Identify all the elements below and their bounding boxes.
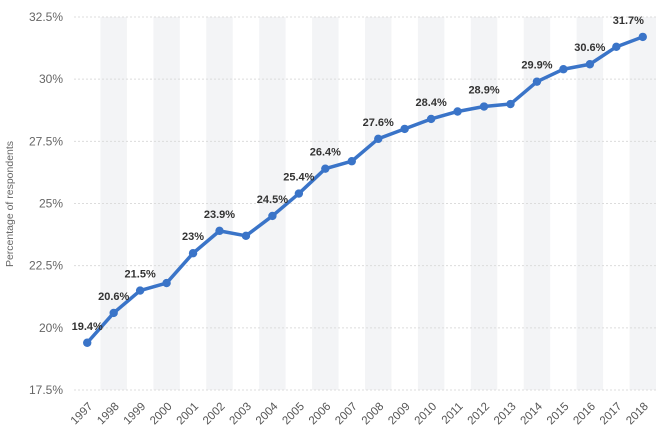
x-tick-label: 2015 <box>545 401 572 428</box>
data-point-2000[interactable] <box>162 278 171 288</box>
x-tick-label: 2006 <box>307 401 334 428</box>
x-tick-label: 2007 <box>333 401 360 428</box>
data-point-2001[interactable] <box>188 249 198 258</box>
data-label-2010: 28.4% <box>416 97 447 109</box>
x-tick-label: 2013 <box>492 401 519 428</box>
data-point-2011[interactable] <box>453 107 462 116</box>
data-point-2008[interactable] <box>374 134 383 144</box>
y-axis-label: Percentage of respondents <box>4 141 16 267</box>
data-label-2005: 25.4% <box>283 172 314 184</box>
data-point-2018[interactable] <box>638 32 647 42</box>
data-point-2017[interactable] <box>612 42 621 52</box>
x-tick-label: 2001 <box>175 401 202 428</box>
x-tick-label: 2011 <box>440 401 466 427</box>
x-tick-label: 2002 <box>201 401 228 428</box>
data-point-1999[interactable] <box>135 286 145 295</box>
data-label-1998: 20.6% <box>98 291 129 303</box>
x-tick-label: 2005 <box>280 401 307 428</box>
y-axis-ticks: 17.5% 20% 22.5% 25% 27.5% 30% 32.5% <box>29 10 63 397</box>
data-points <box>83 32 647 347</box>
series-path <box>85 35 645 345</box>
data-labels: 19.4% 20.6% 21.5% 23%23.9% 24.5% 25.4% 26.4% 27… <box>72 15 645 333</box>
data-point-2007[interactable] <box>347 157 356 166</box>
x-axis-ticks: 1997 1998 1999 2000 2001 2002 2003 2004 2005 2006… <box>69 400 651 427</box>
x-tick-label: 2008 <box>360 401 387 428</box>
x-tick-label: 1998 <box>95 401 122 428</box>
y-tick-label: 30% <box>39 72 63 86</box>
data-point-2004[interactable] <box>268 211 277 221</box>
x-tick-label: 2003 <box>227 401 254 428</box>
data-label-2012: 28.9% <box>468 85 499 97</box>
data-point-2012[interactable] <box>479 102 489 111</box>
x-tick-label: 2000 <box>148 401 175 428</box>
data-point-2013[interactable] <box>506 99 515 109</box>
data-point-2014[interactable] <box>532 77 542 86</box>
y-tick-label: 17.5% <box>29 383 63 397</box>
x-tick-label: 2017 <box>598 401 625 428</box>
y-tick-label: 25% <box>39 197 63 211</box>
data-point-2003[interactable] <box>241 231 251 241</box>
x-tick-label: 2016 <box>571 401 598 428</box>
x-tick-label: 2009 <box>386 401 413 428</box>
data-point-2010[interactable] <box>426 114 436 124</box>
x-tick-label: 1999 <box>122 401 149 428</box>
data-point-2005[interactable] <box>294 189 304 198</box>
data-label-2006: 26.4% <box>310 147 341 159</box>
data-label-1997: 19.4% <box>72 321 103 333</box>
y-tick-label: 22.5% <box>29 259 63 273</box>
data-point-2015[interactable] <box>559 65 568 74</box>
data-point-2006[interactable] <box>321 164 330 173</box>
x-tick-label: 2014 <box>518 400 545 427</box>
data-label-2002: 23.9% <box>204 209 235 221</box>
data-label-2014: 29.9% <box>521 60 552 72</box>
data-point-2002[interactable] <box>215 226 224 236</box>
data-label-2018: 31.7% <box>613 15 644 27</box>
data-point-2009[interactable] <box>400 124 409 134</box>
data-point-1998[interactable] <box>109 308 118 318</box>
x-tick-label: 2004 <box>254 400 281 427</box>
data-label-2016: 30.6% <box>574 42 605 54</box>
y-tick-label: 32.5% <box>29 10 63 24</box>
y-tick-label: 27.5% <box>29 134 63 148</box>
x-tick-label: 2012 <box>466 401 493 428</box>
x-tick-label: 1997 <box>69 401 96 428</box>
gridlines <box>74 16 656 391</box>
x-tick-label: 2010 <box>413 401 440 428</box>
data-label-2008: 27.6% <box>363 117 394 129</box>
data-label-1999: 21.5% <box>125 269 156 281</box>
x-tick-label: 2018 <box>624 401 651 428</box>
y-tick-label: 20% <box>39 321 63 335</box>
data-point-2016[interactable] <box>585 60 595 69</box>
data-label-2001: 23% <box>182 231 204 243</box>
data-label-2004: 24.5% <box>257 194 288 206</box>
data-point-1997[interactable] <box>83 338 92 347</box>
series-line <box>85 35 645 345</box>
